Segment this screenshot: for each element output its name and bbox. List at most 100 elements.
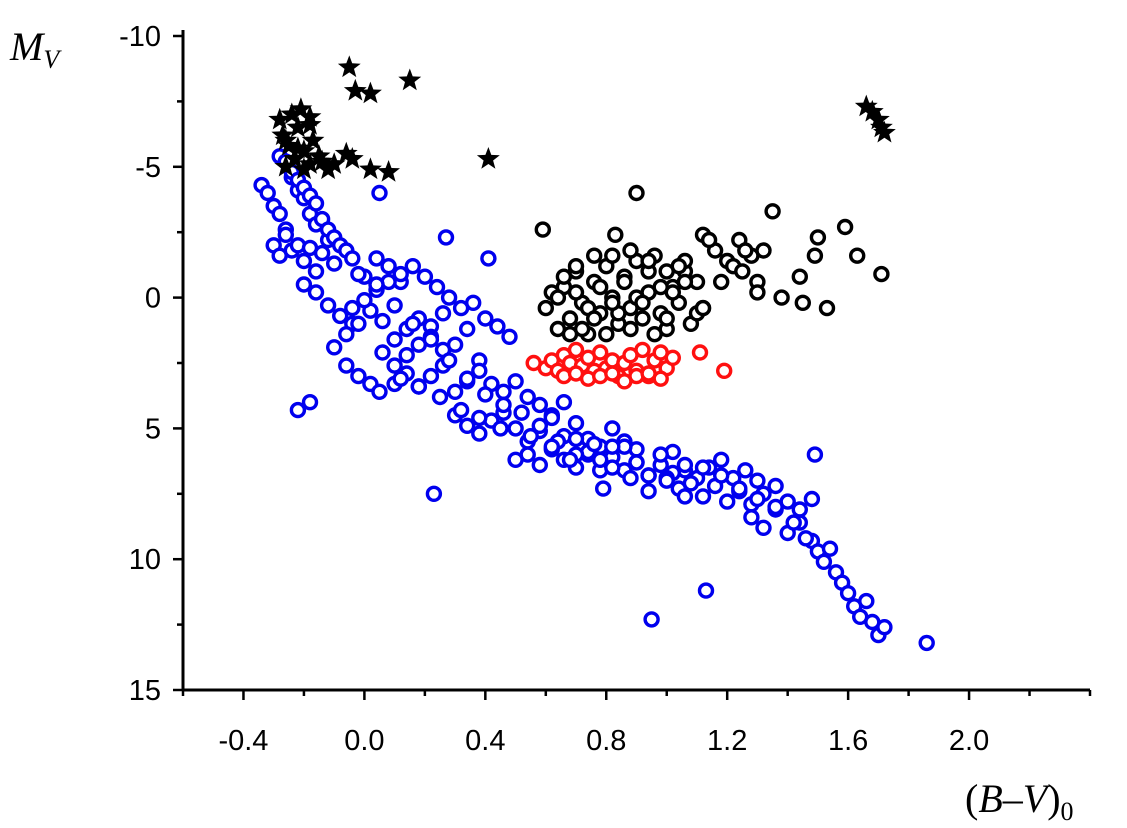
circle-point [431,388,449,406]
circle-point [392,265,409,283]
circle-point [719,493,736,510]
circle-point [344,250,361,267]
circle-point [767,498,784,516]
circle-point [646,326,663,343]
circle-point [652,446,669,463]
circle-point [598,326,615,343]
circle-point [471,409,488,427]
circle-point [749,472,766,489]
circle-point [507,420,524,437]
x-tick-label: 0.4 [465,725,505,757]
circle-point [459,370,476,387]
circle-point [307,263,325,280]
circle-point [422,331,440,348]
circle-point [271,205,288,223]
circle-point [586,247,603,264]
circle-point [519,446,536,463]
circle-point [471,425,488,442]
circle-point [640,467,657,484]
circle-point [543,409,560,427]
circle-point [567,341,585,359]
circle-point [392,370,409,387]
circle-point [604,365,621,382]
circle-point [422,367,440,385]
circle-point [465,294,482,311]
circle-point [446,336,464,353]
circle-point [371,184,388,202]
circle-point [452,401,470,419]
x-tick-label: 1.2 [707,725,747,757]
circle-point [640,252,657,270]
star-point [359,157,382,180]
circle-point [459,320,476,338]
circle-point [734,263,751,280]
circle-point [567,284,585,301]
circle-point [676,273,694,291]
circle-point [604,247,621,264]
series-1 [525,341,733,390]
star-point [274,128,298,151]
circle-point [676,488,694,505]
circle-point [440,352,458,369]
circle-point [567,415,585,432]
circle-point [404,258,421,275]
x-tick-label: 0.8 [586,725,626,757]
star-point [340,147,364,169]
circle-point [622,242,639,259]
circle-point [628,454,645,471]
circle-point [480,250,497,267]
circle-point [592,278,609,296]
circle-point [338,326,355,343]
circle-point [386,331,403,348]
circle-point [489,318,506,335]
circle-point [694,488,712,505]
circle-point [307,284,325,301]
circle-point [821,540,839,557]
circle-point [555,394,573,411]
x-tick-label: 1.6 [828,725,868,757]
y-tick-label: -10 [119,21,161,53]
circle-point [586,435,603,453]
circle-point [295,252,313,270]
circle-point [344,299,361,317]
star-point [289,97,313,119]
circle-point [534,221,551,238]
circle-point [658,472,675,489]
y-tick-label: 15 [129,675,161,707]
circle-point [404,315,421,332]
circle-point [809,229,827,246]
x-axis-title-sub: 0 [1061,797,1074,826]
circle-point [691,344,709,361]
circle-point [471,362,488,379]
circle-point [806,247,824,264]
circle-point [797,530,814,547]
circle-point [477,310,494,327]
x-axis-title-open: ( [965,776,978,821]
circle-point [849,247,866,264]
circle-point [628,184,645,202]
series-3 [268,55,896,182]
circle-point [567,258,585,275]
star-point [398,68,422,91]
circle-point [368,276,385,293]
star-point [292,139,316,161]
circle-point [664,349,681,366]
circle-point [658,263,675,280]
x-tick-label: 0.0 [344,725,384,757]
circle-point [295,276,313,293]
circle-point [428,278,446,296]
circle-point [425,485,443,502]
y-tick-label: 10 [129,544,161,576]
circle-point [398,347,415,364]
star-point [286,136,310,159]
circle-point [755,242,772,259]
circle-point [658,310,675,327]
star-point [298,152,322,174]
circle-point [410,378,427,395]
y-tick-label: 0 [145,283,161,315]
circle-point [440,289,458,306]
circle-point [806,446,824,463]
circle-point [713,451,730,468]
star-point [867,107,890,130]
